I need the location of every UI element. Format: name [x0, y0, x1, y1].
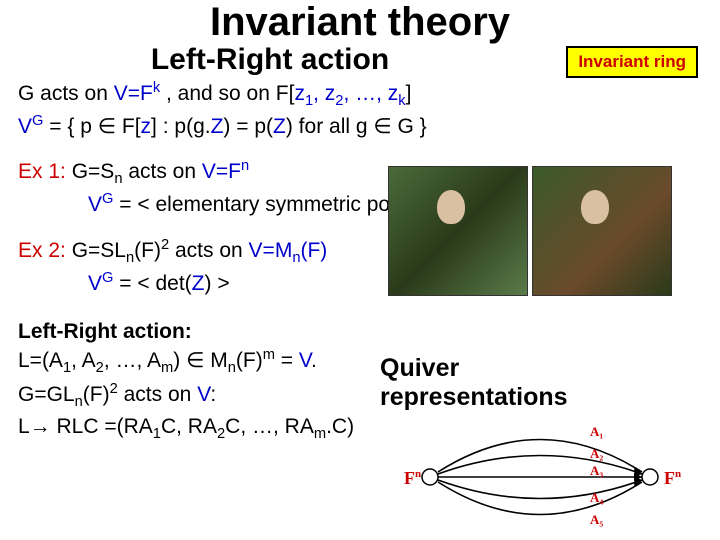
lr-line-3: L→ RLC =(RA1C, RA2C, …, RAm.C)	[18, 413, 382, 445]
image-pair	[388, 166, 672, 296]
svg-text:A₅: A₅	[590, 512, 603, 527]
quiver-title-1: Quiver	[380, 354, 710, 383]
quiver-title-2: representations	[380, 383, 710, 412]
lr-heading: Left-Right action:	[18, 318, 382, 346]
callout-invariant-ring: Invariant ring	[566, 46, 698, 78]
intro-line-1: G acts on V=Fk , and so on F[z1, z2, …, …	[18, 79, 702, 112]
intro-line-2: VG = { p ∈ F[z] : p(g.Z) = p(Z) for all …	[18, 112, 702, 141]
svg-text:A₁: A₁	[590, 424, 603, 439]
lr-line-1: L=(A1, A2, …, Am) ∈ Mn(F)m = V.	[18, 346, 382, 379]
quiver-block: Quiver representations Fn Fn A₁ A₂ A₃ A₄…	[380, 354, 710, 532]
intro-block: G acts on V=Fk , and so on F[z1, z2, …, …	[0, 79, 720, 141]
svg-text:A₄: A₄	[590, 490, 603, 505]
photo-left	[388, 166, 528, 296]
photo-right	[532, 166, 672, 296]
svg-text:A₃: A₃	[590, 463, 603, 478]
left-right-block: Left-Right action: L=(A1, A2, …, Am) ∈ M…	[0, 318, 400, 444]
lr-line-2: G=GLn(F)2 acts on V:	[18, 380, 382, 413]
quiver-diagram: Fn Fn A₁ A₂ A₃ A₄ A₅	[380, 412, 710, 532]
svg-text:A₂: A₂	[590, 446, 603, 461]
page-title: Invariant theory	[0, 0, 720, 45]
svg-text:Fn: Fn	[664, 468, 681, 488]
svg-text:Fn: Fn	[404, 468, 421, 488]
